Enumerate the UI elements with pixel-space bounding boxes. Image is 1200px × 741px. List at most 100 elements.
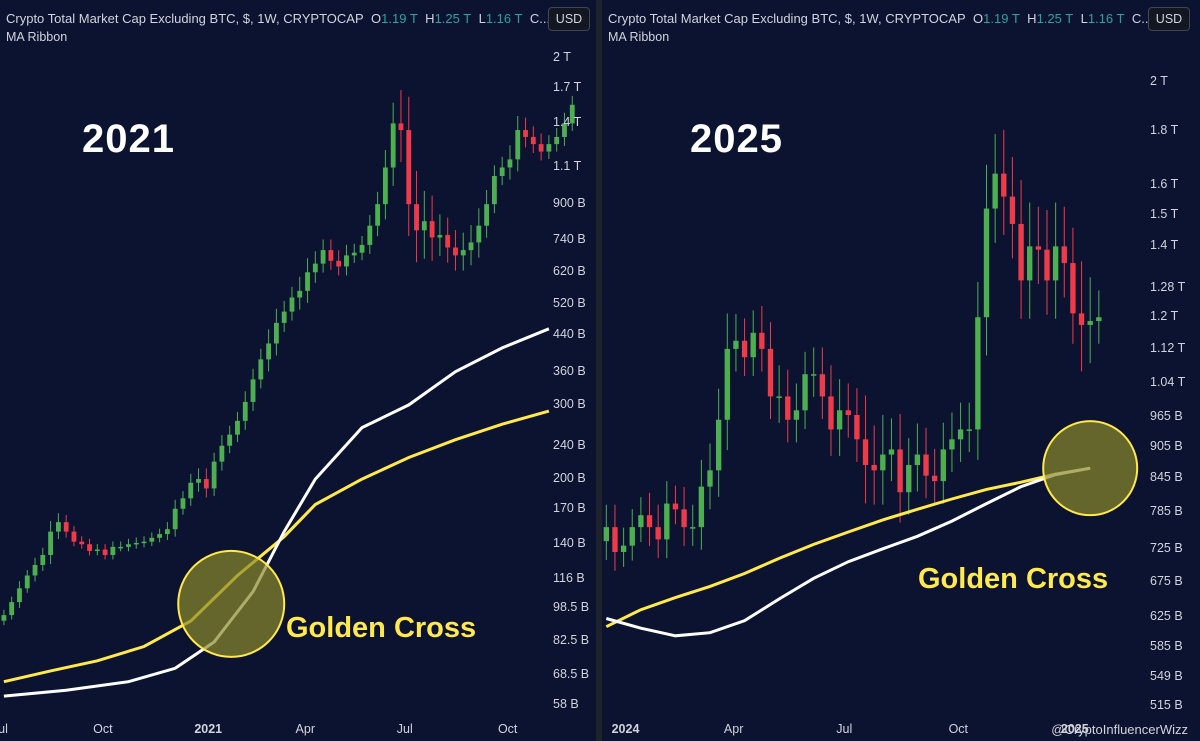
candle-body — [1035, 246, 1042, 250]
candle-body — [203, 479, 209, 489]
candle — [133, 537, 139, 549]
candle — [672, 485, 679, 525]
candle-body — [141, 541, 147, 544]
price-tick-label: 625 B — [1150, 609, 1183, 623]
candle-body — [523, 130, 528, 137]
candle — [1052, 202, 1059, 319]
chart-title: Crypto Total Market Cap Excluding BTC, $… — [608, 11, 966, 26]
candle-body — [1044, 249, 1050, 281]
candle-body — [289, 297, 295, 312]
candle — [250, 368, 256, 411]
candle — [421, 190, 427, 259]
price-tick-label: 585 B — [1150, 639, 1183, 654]
candle — [71, 526, 77, 547]
candle — [603, 504, 609, 560]
indicator-label[interactable]: MA Ribbon — [6, 30, 68, 44]
candle-body — [862, 439, 869, 466]
candle-body — [87, 544, 92, 551]
candle — [638, 497, 644, 543]
candle-body — [297, 290, 303, 298]
candle — [507, 145, 513, 180]
open-label: O — [371, 11, 382, 26]
candle — [880, 414, 886, 505]
candle — [1027, 202, 1033, 319]
candle — [149, 532, 155, 547]
candle — [888, 418, 895, 482]
indicator-label[interactable]: MA Ribbon — [608, 30, 670, 44]
candle-body — [406, 130, 412, 205]
candle-body — [992, 173, 998, 209]
candle — [453, 230, 458, 271]
time-tick-label: Apr — [295, 722, 315, 736]
candle — [707, 443, 713, 510]
candle — [110, 541, 116, 560]
price-tick-label: 300 B — [553, 396, 586, 411]
candle-body — [983, 208, 990, 318]
open-label: O — [973, 11, 984, 26]
candle-body — [802, 374, 808, 411]
candle — [305, 258, 310, 303]
candle-body — [612, 527, 618, 552]
price-tick-label: 1.28 T — [1150, 279, 1186, 294]
candle — [460, 232, 466, 271]
candle-body — [562, 123, 567, 137]
plot-area-2025[interactable] — [602, 0, 1200, 741]
candle-body — [188, 482, 194, 499]
price-tick-label: 1.1 T — [553, 159, 582, 174]
price-tick-label: 905 B — [1150, 438, 1183, 453]
price-tick-label: 240 B — [553, 437, 586, 452]
chart-panel-2021[interactable]: Crypto Total Market Cap Excluding BTC, $… — [0, 0, 596, 741]
candle-body — [776, 396, 782, 398]
price-tick-label: 98.5 B — [553, 600, 590, 615]
candle-body — [715, 419, 722, 471]
candle-body — [1087, 321, 1093, 325]
candle-body — [491, 175, 497, 205]
candle — [715, 388, 722, 497]
candle — [289, 286, 295, 321]
price-tick-label: 1.5 T — [1150, 206, 1179, 221]
candle — [819, 347, 826, 420]
price-tick-label: 549 B — [1150, 668, 1183, 683]
candle — [499, 156, 505, 185]
candle — [157, 528, 163, 543]
candle-body — [390, 123, 396, 168]
candle — [629, 509, 635, 561]
golden-cross-label: Golden Cross — [918, 563, 1109, 595]
ma-fast-line — [3, 327, 550, 698]
candle-body — [1061, 246, 1067, 264]
chart-header: Crypto Total Market Cap Excluding BTC, $… — [6, 11, 550, 26]
candle — [336, 250, 342, 276]
candle — [266, 329, 272, 372]
candle-body — [328, 250, 334, 261]
candle-body — [811, 374, 817, 376]
candle-body — [672, 503, 679, 510]
candle-body — [421, 221, 427, 231]
candle — [562, 112, 567, 146]
candle — [1044, 210, 1050, 315]
candle — [1070, 227, 1076, 344]
candle — [759, 306, 765, 372]
chart-title: Crypto Total Market Cap Excluding BTC, $… — [6, 11, 364, 26]
candle — [931, 448, 938, 504]
close-label: C... — [529, 11, 551, 26]
plot-area-2021[interactable] — [0, 0, 596, 741]
price-tick-label: 725 B — [1150, 540, 1183, 555]
candle-body — [437, 235, 443, 238]
candle-body — [102, 549, 108, 555]
time-tick-label: Jul — [396, 722, 413, 736]
candle — [281, 300, 287, 332]
candle — [957, 402, 964, 462]
candle-body — [975, 317, 981, 430]
candle-body — [266, 343, 272, 360]
year-label: 2025 — [690, 117, 783, 161]
currency-button[interactable]: USD — [548, 7, 590, 31]
candle — [530, 126, 536, 154]
candle — [172, 499, 178, 537]
candle — [767, 322, 774, 420]
candle-body — [515, 130, 521, 160]
price-tick-label: 845 B — [1150, 470, 1183, 485]
candle-body — [940, 449, 946, 482]
candle — [515, 115, 521, 172]
chart-panel-2025[interactable]: Crypto Total Market Cap Excluding BTC, $… — [602, 0, 1200, 741]
currency-button[interactable]: USD — [1148, 7, 1190, 31]
